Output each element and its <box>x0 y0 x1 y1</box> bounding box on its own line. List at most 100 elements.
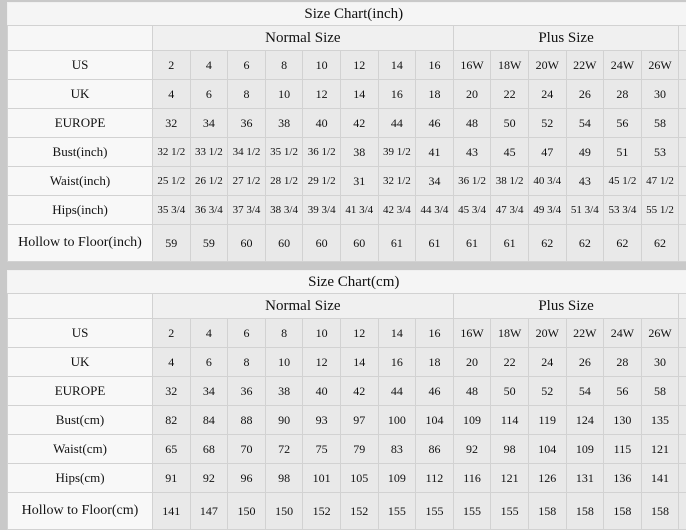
table-cell: 32 <box>152 376 191 406</box>
table-cell: 61 <box>452 224 492 262</box>
table-cell: 121 <box>640 434 680 464</box>
table-cell: 104 <box>527 434 567 464</box>
table-cell: 147 <box>189 492 229 530</box>
table-cell: 28 1/2 <box>264 166 304 196</box>
table-cell: 27 1/2 <box>227 166 266 196</box>
table-cell: 135 <box>640 405 680 435</box>
table-cell: 59 <box>152 224 191 262</box>
table-cell: 105 <box>339 463 379 493</box>
table-cell: 41 3/4 <box>339 195 379 225</box>
table-cell: 10 <box>264 347 304 377</box>
table-row: EUROPE 32 34 36 38 40 42 44 46 48 50 52 54 56 58 <box>7 108 686 138</box>
table-cell: 42 <box>339 376 379 406</box>
table-cell: 155 <box>490 492 529 530</box>
row-tail-spacer <box>678 405 686 435</box>
group-header-normal-size: Normal Size <box>152 25 454 51</box>
table-cell: 18 <box>415 347 454 377</box>
table-cell: 158 <box>527 492 567 530</box>
table-cell: 45 1/2 <box>603 166 642 196</box>
table-cell: 40 <box>302 108 341 138</box>
table-cell: 47 1/2 <box>640 166 680 196</box>
row-tail-spacer <box>678 79 686 109</box>
table-cell: 14 <box>339 79 379 109</box>
table-cell: 58 <box>640 376 680 406</box>
table-cell: 109 <box>452 405 492 435</box>
table-cell: 65 <box>152 434 191 464</box>
table-cell: 48 <box>452 108 492 138</box>
table-row: UK 4 6 8 10 12 14 16 18 20 22 24 26 28 30 <box>7 79 686 109</box>
table-cell: 91 <box>152 463 191 493</box>
row-tail-spacer <box>678 224 686 262</box>
table-cell: 12 <box>339 50 379 80</box>
table-cell: 24 <box>527 79 567 109</box>
group-header-tail <box>678 293 686 319</box>
table-cell: 39 1/2 <box>377 137 417 167</box>
table-cell: 43 <box>565 166 605 196</box>
table-cell: 20W <box>527 50 567 80</box>
table-cell: 155 <box>452 492 492 530</box>
group-header-plus-size: Plus Size <box>452 25 680 51</box>
table-cell: 115 <box>603 434 642 464</box>
size-chart-cm: Size Chart(cm) Normal Size Plus Size US 2 4 6 8… <box>7 270 686 530</box>
table-cell: 26 1/2 <box>189 166 229 196</box>
table-cell: 82 <box>152 405 191 435</box>
table-cell: 152 <box>302 492 341 530</box>
table-cell: 30 <box>640 79 680 109</box>
table-cell: 18 <box>415 79 454 109</box>
table-cell: 22 <box>490 79 529 109</box>
table-cell: 49 <box>565 137 605 167</box>
table-cell: 52 <box>527 108 567 138</box>
table-cell: 34 1/2 <box>227 137 266 167</box>
group-header-spacer <box>7 25 153 51</box>
table-cell: 114 <box>490 405 529 435</box>
table-cell: 152 <box>339 492 379 530</box>
row-tail-spacer <box>678 166 686 196</box>
row-label: US <box>7 318 153 348</box>
row-tail-spacer <box>678 108 686 138</box>
table-cell: 8 <box>227 347 266 377</box>
table-row: Bust(inch) 32 1/2 33 1/2 34 1/2 35 1/2 36 1/2… <box>7 137 686 167</box>
table-cell: 30 <box>640 347 680 377</box>
table-cell: 16W <box>452 50 492 80</box>
table-cell: 20W <box>527 318 567 348</box>
table-cell: 43 <box>452 137 492 167</box>
table-cell: 62 <box>603 224 642 262</box>
table-cell: 20 <box>452 347 492 377</box>
table-cell: 14 <box>339 347 379 377</box>
table-row: Hips(cm) 91 92 96 98 101 105 109 112 116 121 126 131… <box>7 463 686 493</box>
table-cell: 31 <box>339 166 379 196</box>
table-cell: 150 <box>264 492 304 530</box>
table-cell: 56 <box>603 376 642 406</box>
table-cell: 61 <box>415 224 454 262</box>
table-cell: 18W <box>490 318 529 348</box>
row-label: Hips(inch) <box>7 195 153 225</box>
table-cell: 20 <box>452 79 492 109</box>
size-chart-inch: Size Chart(inch) Normal Size Plus Size US 2 4… <box>7 2 686 262</box>
table-cell: 14 <box>377 318 417 348</box>
table-cell: 109 <box>565 434 605 464</box>
table-cell: 61 <box>377 224 417 262</box>
table-cell: 88 <box>227 405 266 435</box>
table-cell: 60 <box>227 224 266 262</box>
table-cell: 4 <box>152 347 191 377</box>
table-cell: 40 <box>302 376 341 406</box>
title-row: Size Chart(inch) <box>7 2 686 26</box>
table-row: Waist(cm) 65 68 70 72 75 79 83 86 92 98 104 109 115 12… <box>7 434 686 464</box>
table-cell: 96 <box>227 463 266 493</box>
table-cell: 4 <box>189 318 229 348</box>
table-cell: 12 <box>339 318 379 348</box>
table-cell: 51 <box>603 137 642 167</box>
table-cell: 38 <box>264 376 304 406</box>
chart-title: Size Chart(inch) <box>7 2 686 26</box>
size-chart-inch-table: Size Chart(inch) Normal Size Plus Size US 2 4… <box>7 2 686 262</box>
table-cell: 51 3/4 <box>565 195 605 225</box>
group-header-plus-size: Plus Size <box>452 293 680 319</box>
table-cell: 6 <box>189 347 229 377</box>
table-cell: 41 <box>415 137 454 167</box>
table-cell: 6 <box>189 79 229 109</box>
group-header-normal-size: Normal Size <box>152 293 454 319</box>
row-label: EUROPE <box>7 376 153 406</box>
table-cell: 93 <box>302 405 341 435</box>
table-cell: 47 <box>527 137 567 167</box>
table-row: Hollow to Floor(inch) 59 59 60 60 60 60 61 61 61 6… <box>7 224 686 262</box>
